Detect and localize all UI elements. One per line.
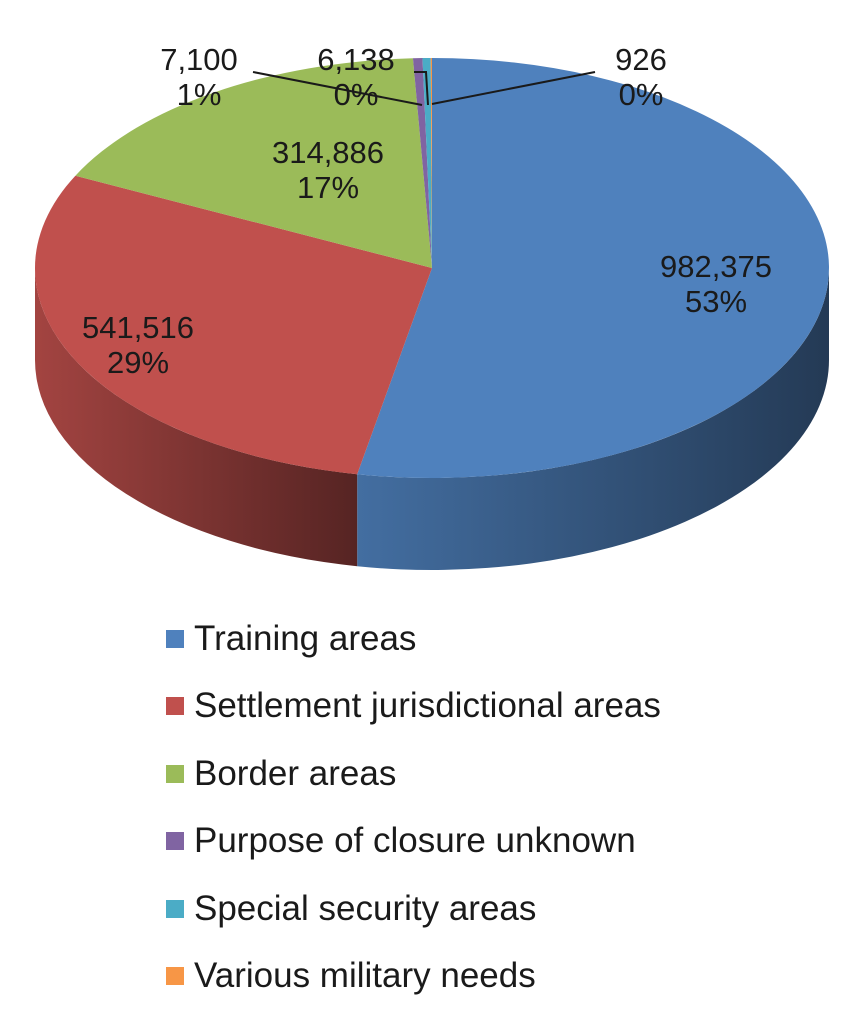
data-label-value: 982,375 bbox=[660, 249, 772, 284]
legend-swatch bbox=[166, 832, 184, 851]
data-label-percent: 1% bbox=[177, 77, 222, 112]
leader-line-purpose-of-closure-unknown bbox=[252, 71, 423, 106]
legend-label: Purpose of closure unknown bbox=[194, 821, 636, 861]
legend-item-training-areas: Training areas bbox=[166, 605, 826, 673]
legend-swatch bbox=[166, 764, 184, 783]
data-label-value: 7,100 bbox=[160, 42, 238, 77]
legend-swatch bbox=[166, 697, 184, 716]
pie-top-faces bbox=[34, 58, 829, 478]
legend-label: Training areas bbox=[194, 618, 417, 658]
pie-slice-purpose-of-closure-unknown bbox=[412, 58, 432, 268]
pie-slice-special-security-areas bbox=[422, 58, 432, 268]
data-label-value: 541,516 bbox=[82, 310, 194, 345]
legend-item-settlement-jurisdictional-areas: Settlement jurisdictional areas bbox=[166, 673, 826, 741]
pie-side-walls bbox=[35, 268, 829, 570]
legend-item-border-areas: Border areas bbox=[166, 740, 826, 808]
data-label-percent: 17% bbox=[297, 170, 359, 205]
pie-slice-training-areas bbox=[357, 58, 829, 478]
legend-label: Border areas bbox=[194, 753, 397, 793]
data-label-percent: 53% bbox=[685, 284, 747, 319]
chart-legend: Training areas Settlement jurisdictional… bbox=[166, 605, 826, 1010]
pie-slice-various-military-needs bbox=[430, 58, 432, 268]
data-label-percent: 0% bbox=[619, 77, 664, 112]
pie-side-settlement-jurisdictional-areas bbox=[35, 268, 358, 567]
legend-label: Settlement jurisdictional areas bbox=[194, 686, 661, 726]
data-label-percent: 0% bbox=[334, 77, 379, 112]
leader-line-various-military-needs bbox=[431, 71, 596, 105]
legend-label: Special security areas bbox=[194, 888, 537, 928]
label-leader-lines bbox=[252, 71, 596, 106]
legend-item-special-security-areas: Special security areas bbox=[166, 875, 826, 943]
data-label-value: 6,138 bbox=[317, 42, 395, 77]
legend-item-purpose-of-closure-unknown: Purpose of closure unknown bbox=[166, 808, 826, 876]
leader-line-special-security-areas bbox=[414, 71, 429, 106]
legend-label: Various military needs bbox=[194, 956, 536, 996]
legend-item-various-military-needs: Various military needs bbox=[166, 943, 826, 1011]
legend-swatch bbox=[166, 629, 184, 648]
data-label-percent: 29% bbox=[107, 345, 169, 380]
pie-slice-settlement-jurisdictional-areas bbox=[34, 175, 432, 475]
data-label-value: 926 bbox=[615, 42, 667, 77]
data-label-value: 314,886 bbox=[272, 135, 384, 170]
pie-side-training-areas bbox=[357, 268, 829, 570]
legend-swatch bbox=[166, 967, 184, 986]
legend-swatch bbox=[166, 899, 184, 918]
pie-slice-border-areas bbox=[75, 58, 432, 268]
